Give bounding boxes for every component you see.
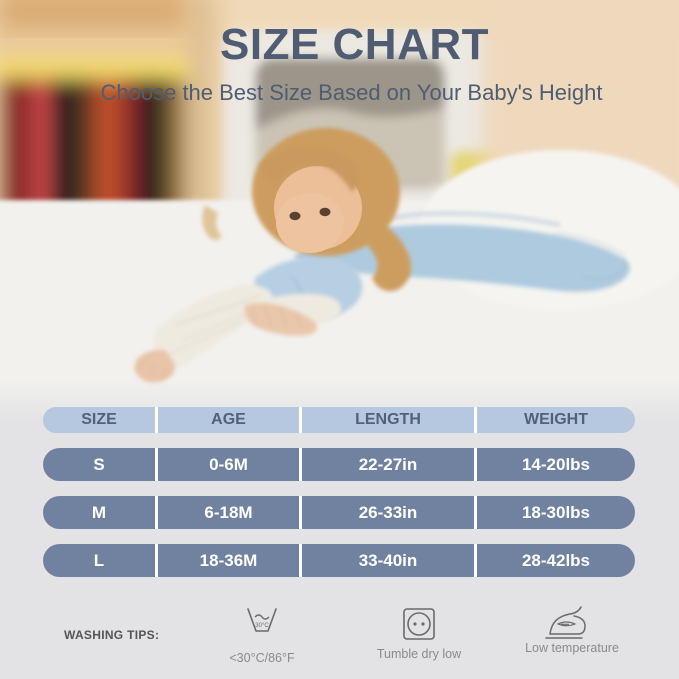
- svg-text:30°C: 30°C: [255, 623, 269, 629]
